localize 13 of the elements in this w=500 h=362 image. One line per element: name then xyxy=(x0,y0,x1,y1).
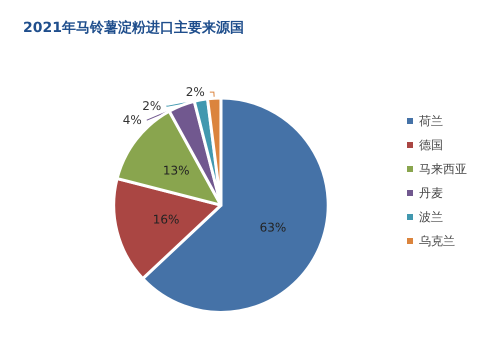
data-label: 13% xyxy=(162,164,190,178)
data-label: 4% xyxy=(122,113,142,128)
legend-label: 乌克兰 xyxy=(419,234,455,248)
legend-label: 马来西亚 xyxy=(419,162,467,176)
data-label: 2% xyxy=(186,85,205,100)
legend-label: 德国 xyxy=(419,138,443,152)
data-label: 63% xyxy=(260,220,286,235)
legend-label: 波兰 xyxy=(419,210,443,224)
chart-title: 2021年马铃薯淀粉进口主要来源国 xyxy=(23,19,244,36)
legend-label: 丹麦 xyxy=(419,186,443,200)
data-label: 16% xyxy=(152,212,180,226)
data-label: 2% xyxy=(142,99,162,114)
legend-label: 荷兰 xyxy=(419,114,443,128)
